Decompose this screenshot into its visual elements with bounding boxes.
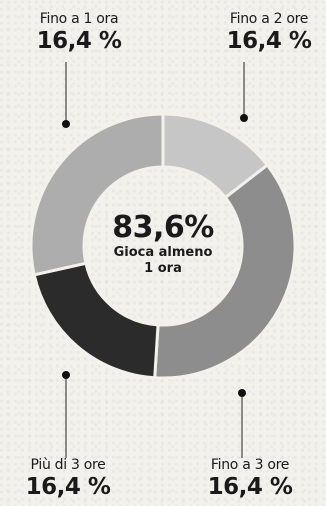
category-label: Fino a 3 ore (176, 458, 324, 473)
leader-dot-fino-a-1-ora (62, 120, 70, 128)
donut-center-summary: 83,6% Gioca almeno 1 ora (88, 212, 238, 277)
category-label: Fino a 1 ora (4, 12, 154, 27)
donut-segment-fino-a-3-ore (34, 263, 158, 378)
slice-label-piu-di-3-ore: Più di 3 ore 16,4 % (2, 458, 134, 499)
category-label: Fino a 2 ore (214, 12, 324, 27)
leader-dot-piu-di-3-ore (62, 371, 70, 379)
leader-dot-fino-a-3-ore (238, 389, 246, 397)
slice-label-fino-a-2-ore: Fino a 2 ore 16,4 % (214, 12, 324, 53)
value-label: 16,4 % (2, 475, 134, 499)
slice-label-fino-a-3-ore: Fino a 3 ore 16,4 % (176, 458, 324, 499)
leader-dot-fino-a-2-ore (240, 114, 248, 122)
slice-label-fino-a-1-ora: Fino a 1 ora 16,4 % (4, 12, 154, 53)
value-label: 16,4 % (214, 29, 324, 53)
value-label: 16,4 % (4, 29, 154, 53)
center-text-line2: 1 ora (88, 261, 238, 277)
center-value: 83,6% (88, 212, 238, 244)
category-label: Più di 3 ore (2, 458, 134, 473)
value-label: 16,4 % (176, 475, 324, 499)
center-text-line1: Gioca almeno (88, 245, 238, 261)
